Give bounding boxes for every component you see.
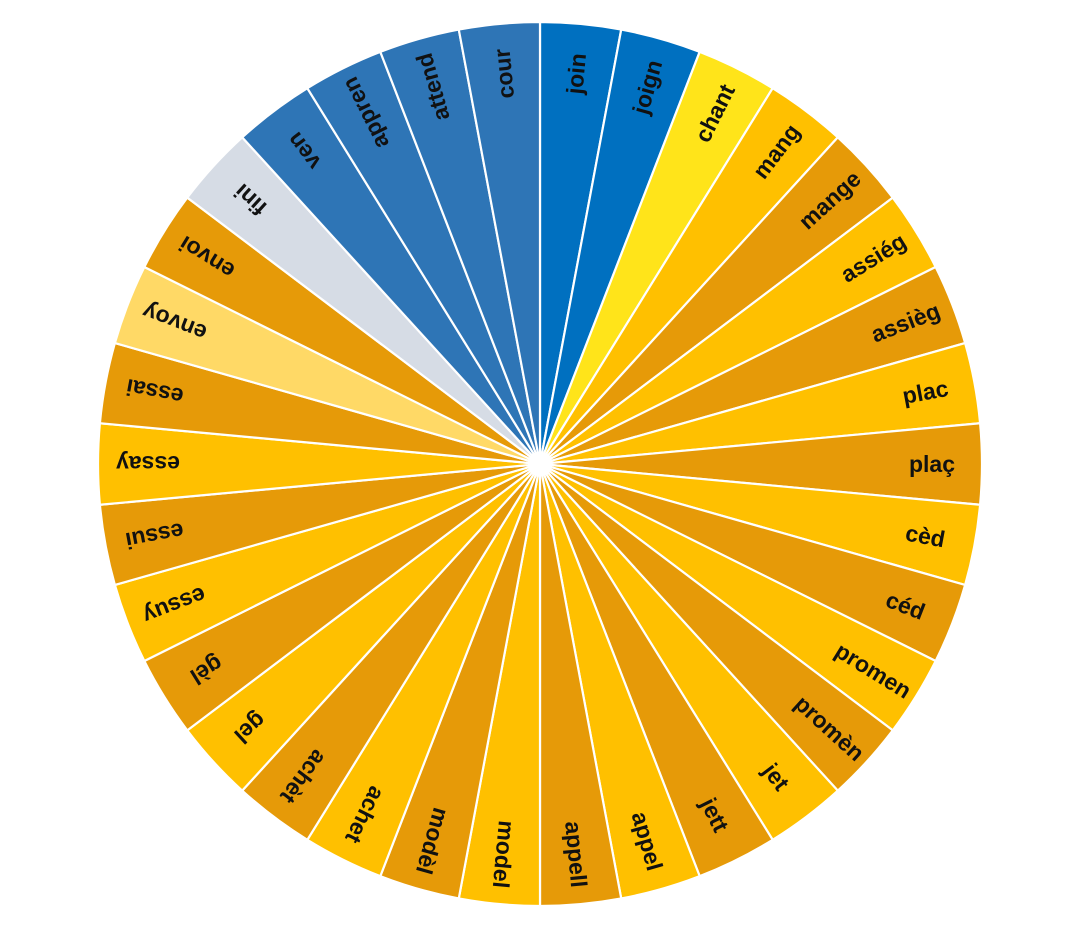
wheel-label-appell: appell (560, 820, 592, 889)
wheel-label-cour: cour (489, 48, 519, 100)
wheel-label-essay: essay (116, 451, 180, 477)
wheel-label-plaç: plaç (909, 451, 955, 477)
wheel-segment-cour (457, 20, 542, 465)
wheel-segments (96, 20, 984, 908)
wheel-label-model: model (488, 819, 520, 889)
wheel-label-join: join (561, 52, 591, 96)
wheel-hub (528, 452, 552, 476)
